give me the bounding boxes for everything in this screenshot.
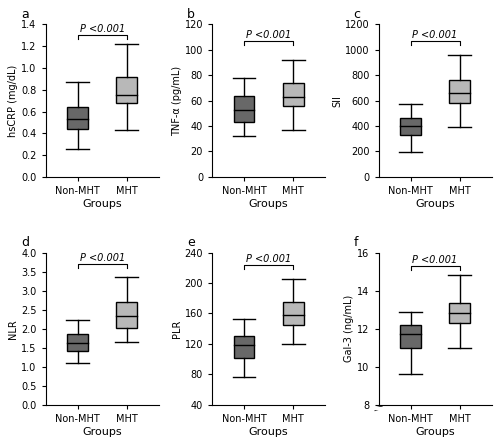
Y-axis label: SII: SII <box>332 95 342 106</box>
Text: P <0.001: P <0.001 <box>246 30 292 40</box>
Bar <box>283 302 304 325</box>
Bar <box>283 83 304 106</box>
Text: c: c <box>354 8 360 21</box>
Y-axis label: hsCRP (mg/dL): hsCRP (mg/dL) <box>8 65 18 137</box>
Bar <box>116 77 137 103</box>
X-axis label: Groups: Groups <box>416 427 455 437</box>
Bar <box>450 80 470 103</box>
X-axis label: Groups: Groups <box>416 198 455 209</box>
Bar <box>116 302 137 328</box>
Text: e: e <box>187 236 195 250</box>
X-axis label: Groups: Groups <box>82 198 122 209</box>
Text: d: d <box>21 236 29 250</box>
X-axis label: Groups: Groups <box>249 427 288 437</box>
Bar <box>450 303 470 323</box>
X-axis label: Groups: Groups <box>82 427 122 437</box>
Text: P <0.001: P <0.001 <box>412 30 458 40</box>
Y-axis label: PLR: PLR <box>172 320 182 338</box>
Y-axis label: Gal-3 (ng/mL): Gal-3 (ng/mL) <box>344 295 354 362</box>
Text: f: f <box>354 236 358 250</box>
Text: P <0.001: P <0.001 <box>412 255 458 265</box>
Text: P <0.001: P <0.001 <box>80 253 125 263</box>
Bar <box>68 107 88 129</box>
Bar <box>234 96 254 122</box>
Bar <box>234 336 254 358</box>
Text: P <0.001: P <0.001 <box>80 24 125 33</box>
Y-axis label: TNF-α (pg/mL): TNF-α (pg/mL) <box>172 65 182 136</box>
Text: P <0.001: P <0.001 <box>246 254 292 264</box>
Text: b: b <box>187 8 195 21</box>
Bar <box>400 325 421 348</box>
Bar <box>400 118 421 135</box>
X-axis label: Groups: Groups <box>249 198 288 209</box>
Text: a: a <box>21 8 28 21</box>
Bar <box>68 334 88 351</box>
Y-axis label: NLR: NLR <box>8 319 18 339</box>
